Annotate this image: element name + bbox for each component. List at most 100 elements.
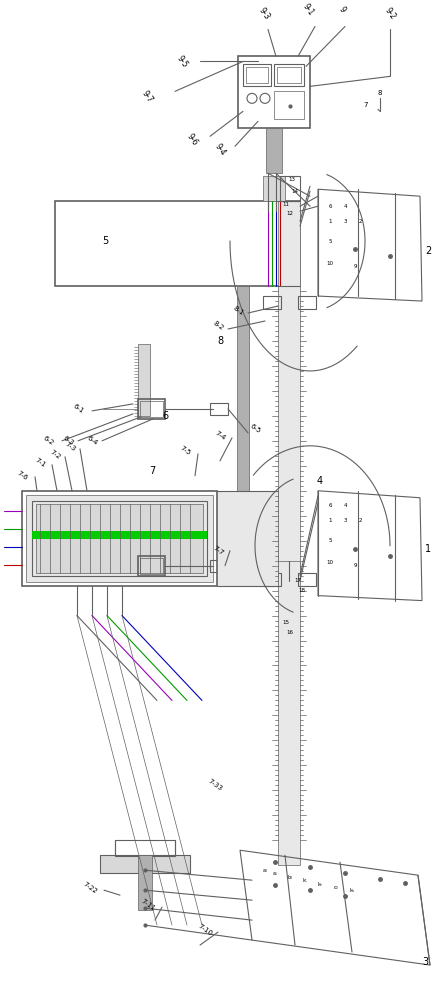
Text: b₀: b₀ — [287, 875, 293, 880]
Text: 9-2: 9-2 — [383, 6, 397, 21]
Text: 7-5: 7-5 — [179, 445, 191, 457]
Bar — [298, 573, 316, 586]
Text: a₀: a₀ — [262, 868, 268, 873]
Text: a₁: a₁ — [272, 871, 277, 876]
Text: 18: 18 — [299, 588, 305, 593]
Bar — [277, 67, 301, 83]
Text: 6-2: 6-2 — [42, 435, 54, 447]
Text: 7-1: 7-1 — [34, 457, 46, 469]
Bar — [138, 344, 150, 416]
Bar — [298, 296, 316, 309]
Text: kₐ: kₐ — [350, 888, 354, 893]
Text: 5: 5 — [102, 236, 108, 246]
Bar — [278, 561, 300, 865]
Text: 6: 6 — [162, 411, 168, 421]
Bar — [280, 176, 300, 201]
Text: 1: 1 — [328, 219, 332, 224]
Text: 9: 9 — [353, 264, 357, 269]
Text: 9-1: 9-1 — [301, 2, 315, 17]
Text: 1: 1 — [425, 544, 431, 554]
Bar — [210, 560, 228, 572]
Text: 9-3: 9-3 — [257, 6, 271, 21]
Text: 7-2: 7-2 — [49, 449, 61, 461]
Text: 11: 11 — [283, 202, 290, 207]
Text: k₁: k₁ — [303, 878, 307, 883]
Bar — [243, 64, 271, 86]
Bar — [238, 56, 310, 128]
Bar — [266, 128, 282, 173]
Text: 9-5: 9-5 — [175, 54, 189, 69]
Text: 15: 15 — [283, 620, 290, 625]
Text: 1: 1 — [328, 518, 332, 523]
Bar — [138, 399, 165, 419]
Text: 3: 3 — [343, 518, 347, 523]
Text: 14: 14 — [292, 189, 299, 194]
Text: 4: 4 — [317, 476, 323, 486]
Bar — [32, 501, 207, 576]
Text: 6-4: 6-4 — [85, 435, 99, 447]
Text: 7-11: 7-11 — [140, 898, 156, 912]
Text: 7-10: 7-10 — [197, 923, 213, 937]
Text: 9: 9 — [337, 5, 347, 14]
Text: 2: 2 — [425, 246, 431, 256]
Text: 4: 4 — [343, 503, 347, 508]
Bar — [237, 286, 249, 491]
Text: 7-3: 7-3 — [64, 441, 76, 453]
Text: 8-2: 8-2 — [212, 320, 224, 332]
Bar — [263, 296, 281, 309]
Text: 6: 6 — [328, 503, 332, 508]
Bar — [263, 176, 285, 201]
Text: 7-22: 7-22 — [82, 881, 98, 895]
Bar — [278, 201, 300, 286]
Text: 8: 8 — [378, 90, 382, 96]
Bar — [55, 201, 300, 286]
Bar — [140, 558, 163, 574]
Text: 2: 2 — [358, 219, 362, 224]
Text: 5: 5 — [328, 538, 332, 543]
Text: 5: 5 — [328, 239, 332, 244]
Text: 9-6: 9-6 — [185, 132, 199, 147]
Bar — [26, 495, 213, 582]
Text: 10: 10 — [326, 560, 333, 565]
Bar — [274, 91, 304, 119]
Bar — [100, 855, 190, 873]
Bar — [246, 67, 268, 83]
Text: 3: 3 — [422, 957, 428, 967]
Bar — [217, 491, 278, 586]
Text: 7-7: 7-7 — [212, 545, 224, 556]
Bar — [210, 403, 228, 415]
Text: c₀: c₀ — [334, 885, 338, 890]
Bar — [278, 286, 300, 581]
Text: 3: 3 — [343, 219, 347, 224]
Bar — [32, 531, 207, 539]
Bar — [115, 840, 175, 856]
Text: 10: 10 — [326, 261, 333, 266]
Text: 8: 8 — [217, 336, 223, 346]
Text: 7-6: 7-6 — [16, 470, 28, 482]
Text: 6-3: 6-3 — [62, 435, 74, 447]
Text: 6: 6 — [328, 204, 332, 209]
Text: 2: 2 — [358, 518, 362, 523]
Text: 17: 17 — [294, 578, 301, 583]
Bar — [22, 491, 217, 586]
Text: 9-4: 9-4 — [213, 142, 227, 157]
Text: 8-1: 8-1 — [232, 305, 244, 317]
Text: kₑ: kₑ — [318, 882, 322, 887]
Text: 6-5: 6-5 — [249, 423, 261, 435]
Text: 7: 7 — [364, 102, 368, 108]
Bar — [36, 504, 203, 573]
Bar — [263, 573, 281, 586]
Bar — [274, 64, 304, 86]
Bar — [138, 855, 152, 910]
Text: 9-7: 9-7 — [140, 89, 154, 104]
Text: 12: 12 — [286, 211, 293, 216]
Text: 6-1: 6-1 — [71, 403, 85, 415]
Text: 7: 7 — [149, 466, 155, 476]
Text: 16: 16 — [286, 630, 293, 635]
Text: 7-33: 7-33 — [207, 778, 223, 792]
Text: 13: 13 — [289, 177, 296, 182]
Text: 9: 9 — [353, 563, 357, 568]
Text: 7-4: 7-4 — [214, 430, 226, 442]
Text: 4: 4 — [343, 204, 347, 209]
Bar — [140, 401, 163, 417]
